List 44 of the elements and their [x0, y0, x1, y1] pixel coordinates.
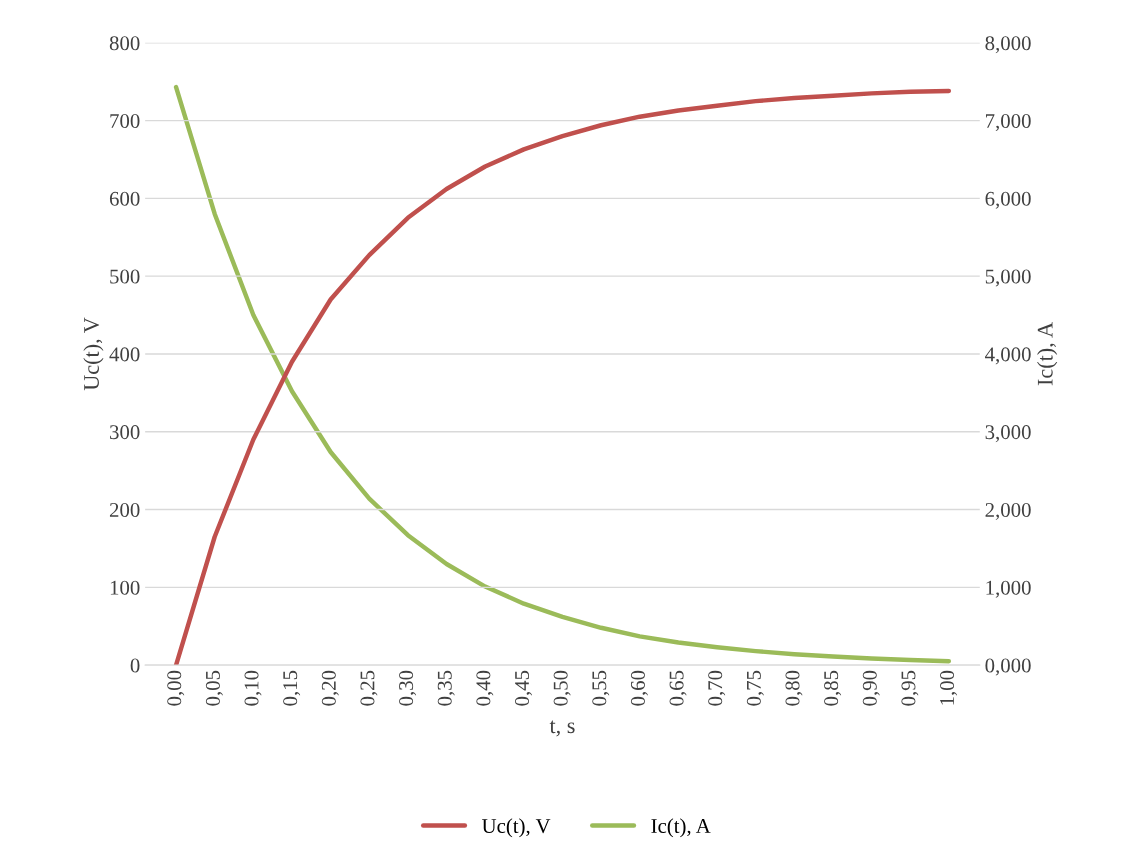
x-tick-label: 1,00: [940, 670, 958, 705]
y-tick-label: 500: [110, 269, 140, 284]
x-tick-label: 0,60: [630, 670, 648, 706]
y2-tick-label: 2,000: [985, 502, 1031, 520]
y-tick-label: 300: [110, 425, 140, 440]
x-tick-label: 0,40: [476, 670, 494, 706]
y-tick-label: 400: [109, 347, 140, 362]
y2-tick-label: 0,000: [985, 658, 1031, 676]
x-tick-label: 0,75: [746, 670, 764, 706]
y-tick-label: 0: [130, 658, 140, 673]
x-tick-label: 0,05: [205, 670, 223, 706]
x-tick-label: 0,50: [553, 670, 571, 706]
y-axis-title: Uc(t), V: [83, 317, 104, 391]
y2-tick-label: 6,000: [985, 191, 1031, 209]
x-tick-label: 0,85: [824, 670, 842, 706]
legend-label: Ic(t), A: [651, 818, 711, 838]
x-tick-label: 0,30: [399, 670, 417, 706]
x-tick-label: 0,80: [785, 670, 803, 706]
x-tick-label: 0,70: [708, 670, 726, 706]
x-tick-label: 0,15: [283, 670, 301, 706]
y-tick-label: 800: [109, 36, 140, 51]
y2-tick-label: 8,000: [985, 36, 1031, 54]
x-tick-label: 0,55: [592, 670, 610, 706]
x-tick-label: 0,10: [244, 670, 262, 706]
x-tick-label: 0,20: [321, 670, 339, 706]
x-axis-title: t, s: [549, 720, 575, 737]
y-tick-label: 200: [109, 502, 140, 517]
x-tick-label: 0,35: [437, 670, 455, 706]
x-tick-label: 0,65: [669, 670, 687, 706]
y2-tick-label: 5,000: [985, 269, 1031, 287]
y2-tick-label: 7,000: [986, 113, 1031, 132]
y-tick-label: 100: [110, 580, 140, 595]
y2-tick-label: 3,000: [985, 425, 1031, 443]
x-tick-label: 0,95: [901, 670, 919, 706]
x-tick-label: 0,00: [167, 670, 185, 706]
y2-tick-label: 1,000: [986, 580, 1031, 598]
y2-axis-title: Ic(t), A: [1037, 322, 1058, 386]
y-tick-label: 700: [110, 113, 140, 129]
x-tick-label: 0,45: [514, 670, 533, 706]
x-tick-label: 0,25: [360, 670, 378, 706]
x-tick-label: 0,90: [862, 670, 880, 706]
y2-tick-label: 4,000: [985, 347, 1031, 365]
y-tick-label: 600: [109, 191, 140, 206]
legend-label: Uc(t), V: [482, 818, 551, 838]
